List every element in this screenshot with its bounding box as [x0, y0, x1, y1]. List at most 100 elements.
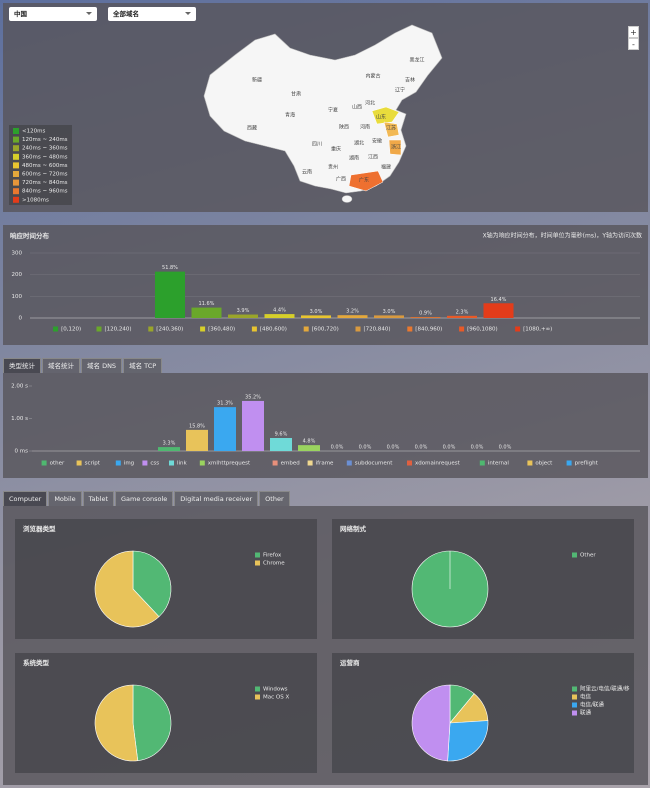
legend-swatch [41, 460, 47, 466]
province-label: 辽宁 [395, 87, 405, 94]
legend-label: [360,480) [208, 327, 235, 333]
legend-swatch [255, 552, 260, 558]
legend-label: preflight [575, 461, 599, 467]
province-label: 河南 [360, 124, 370, 131]
legend-label: internal [488, 461, 510, 467]
zoom-out[interactable]: - [628, 38, 639, 50]
legend-swatch [566, 460, 572, 466]
province-label: 广东 [359, 177, 369, 184]
bar [242, 400, 264, 451]
legend-label: [1080,+∞) [523, 327, 552, 333]
domain-select[interactable]: 全部域名 [108, 7, 196, 21]
tab[interactable]: Digital media receiver [174, 491, 259, 506]
bar-label: 4.8% [303, 439, 316, 445]
pie-slice [94, 684, 139, 762]
legend-label: object [535, 461, 553, 467]
bar [301, 315, 331, 318]
province-label: 福建 [381, 164, 391, 171]
bar-label: 3.3% [163, 441, 176, 447]
bar [264, 314, 295, 318]
legend-swatch [13, 153, 19, 160]
y-tick-label: 2.00 s [11, 384, 28, 390]
bar-label: 31.3% [217, 401, 233, 407]
tab[interactable]: 域名 DNS [81, 358, 123, 373]
province [388, 139, 402, 156]
legend-swatch [169, 460, 174, 466]
legend-swatch [303, 326, 309, 332]
legend-label: 600ms ~ 720ms [22, 172, 68, 178]
bar-label: 3.0% [383, 309, 396, 315]
pie-slice [411, 684, 451, 762]
legend-swatch [115, 460, 121, 466]
legend-swatch [13, 188, 19, 195]
chart-subtitle: X轴为响应时间分布，时间单位为毫秒(ms)，Y轴为访问次数 [483, 232, 642, 240]
legend-label: [840,960) [415, 327, 442, 333]
bar [158, 447, 180, 451]
legend-swatch [76, 460, 82, 466]
legend-label: [600,720) [312, 327, 339, 333]
pie-slice [132, 684, 172, 762]
tab[interactable]: Other [259, 491, 290, 506]
province [371, 106, 400, 125]
province-label: 广西 [336, 176, 346, 183]
legend-label: Other [580, 553, 596, 559]
tab[interactable]: Tablet [82, 491, 115, 506]
bar-label: 3.0% [310, 309, 323, 315]
tab[interactable]: 域名 TCP [123, 358, 163, 373]
tab[interactable]: 类型统计 [3, 358, 41, 373]
legend-swatch [148, 326, 154, 332]
province-label: 湖南 [349, 155, 359, 162]
legend-swatch [355, 326, 361, 332]
legend-label: 840ms ~ 960ms [22, 189, 68, 195]
bar-label: 0.0% [331, 445, 344, 451]
bar-label: 0.0% [387, 445, 400, 451]
legend-label: 480ms ~ 600ms [22, 163, 68, 169]
y-tick-label: 0 [19, 316, 23, 322]
map-legend [9, 125, 72, 205]
tab[interactable]: Game console [115, 491, 174, 506]
legend-swatch [346, 460, 352, 466]
y-tick-label: 200 [12, 272, 23, 278]
legend-label: 240ms ~ 360ms [22, 146, 68, 152]
legend-label: [960,1080) [467, 327, 498, 333]
province-label: 贵州 [328, 164, 338, 171]
legend-swatch [515, 326, 521, 332]
legend-swatch [572, 552, 577, 558]
province-label: 江西 [368, 154, 378, 161]
province [348, 170, 384, 192]
y-tick-label: 100 [12, 294, 23, 300]
tab[interactable]: Mobile [48, 491, 82, 506]
province-label: 浙江 [391, 144, 401, 151]
bar [186, 429, 208, 451]
legend-label: embed [281, 461, 300, 467]
bar [483, 303, 514, 318]
legend-swatch [13, 145, 19, 152]
type-panel [3, 373, 648, 478]
legend-label: link [177, 461, 188, 467]
chart-title: 系统类型 [23, 658, 50, 667]
bar [410, 317, 441, 318]
legend-swatch [527, 460, 533, 466]
legend-label: xmlhttprequest [208, 461, 251, 467]
region-select[interactable]: 中国 [9, 7, 97, 21]
legend-swatch [572, 710, 577, 716]
legend-label: iframe [316, 461, 334, 467]
legend-swatch [572, 694, 577, 700]
bar-label: 9.6% [275, 432, 288, 438]
chart-title: 浏览器类型 [23, 524, 56, 533]
bar-label: 11.6% [199, 301, 215, 307]
legend-swatch [13, 162, 19, 169]
tab[interactable]: Computer [3, 491, 48, 506]
legend-label: subdocument [355, 461, 393, 467]
province-label: 内蒙古 [365, 73, 380, 80]
bar-label: 0.0% [499, 445, 512, 451]
tab[interactable]: 域名统计 [42, 358, 80, 373]
province-label: 云南 [302, 169, 312, 176]
legend-label: Firefox [263, 553, 282, 559]
province-label: 四川 [312, 142, 322, 148]
legend-label: 电信 [580, 693, 592, 701]
legend-label: [0,120) [61, 327, 81, 333]
zoom-in[interactable]: + [628, 26, 639, 38]
